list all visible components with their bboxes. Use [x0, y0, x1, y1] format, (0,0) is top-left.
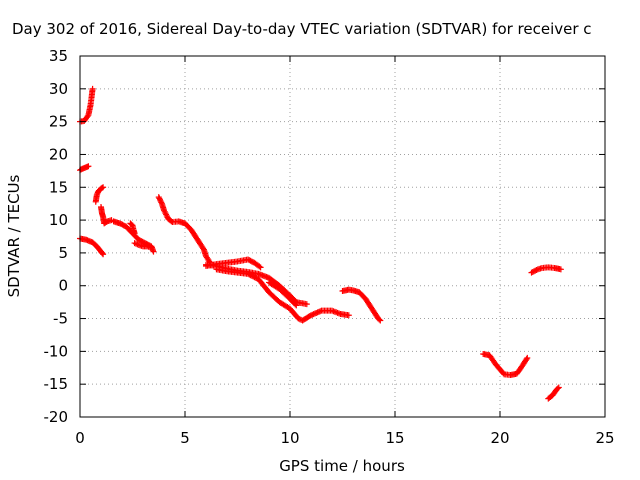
- data-point: [257, 264, 264, 271]
- data-point: [157, 198, 164, 205]
- data-point: [256, 263, 263, 270]
- data-point: [99, 250, 106, 257]
- data-point: [156, 195, 163, 202]
- y-tick-label: -15: [44, 375, 69, 393]
- data-point: [247, 272, 254, 279]
- data-point: [555, 384, 562, 391]
- y-tick-label: 10: [49, 211, 68, 229]
- data-point: [345, 312, 352, 319]
- data-point: [251, 274, 258, 281]
- data-point: [99, 184, 106, 191]
- data-point: [246, 271, 253, 278]
- x-tick-label: 0: [75, 429, 85, 447]
- data-point: [523, 356, 530, 363]
- data-point: [303, 301, 310, 308]
- y-axis-label: SDTVAR / TECUs: [5, 174, 23, 297]
- data-point: [376, 316, 383, 323]
- plot-frame: [79, 55, 606, 418]
- y-tick-label: -20: [44, 408, 69, 426]
- data-point: [150, 248, 157, 255]
- y-tick-label: 30: [49, 80, 68, 98]
- data-point: [85, 163, 92, 170]
- data-point: [100, 184, 107, 191]
- y-tick-label: 35: [49, 47, 68, 65]
- y-tick-label: -5: [53, 310, 68, 328]
- grid-lines: [80, 56, 605, 417]
- data-point: [245, 270, 251, 277]
- x-tick-label: 15: [385, 429, 404, 447]
- data-point: [252, 274, 259, 281]
- data-point: [292, 301, 299, 308]
- x-tick-label: 25: [595, 429, 614, 447]
- chart-title: Day 302 of 2016, Sidereal Day-to-day VTE…: [12, 20, 592, 38]
- data-point: [377, 317, 384, 324]
- data-point: [89, 85, 96, 92]
- data-point: [155, 194, 162, 201]
- data-point: [557, 266, 564, 273]
- data-point: [148, 244, 155, 251]
- data-point: [158, 199, 165, 206]
- x-tick-label: 20: [490, 429, 509, 447]
- axis-ticks: [79, 55, 606, 418]
- y-tick-label: 0: [58, 277, 68, 295]
- data-points: [77, 85, 564, 402]
- data-point: [248, 272, 255, 279]
- data-point: [100, 251, 107, 258]
- x-tick-label: 10: [280, 429, 299, 447]
- y-tick-label: 25: [49, 113, 68, 131]
- data-point: [524, 354, 531, 361]
- data-point: [250, 273, 257, 280]
- x-tick-label: 5: [180, 429, 190, 447]
- y-tick-label: 20: [49, 145, 68, 163]
- tick-labels: 0 5 10 15 20 25 -20 -15 -10 -5 0 5 10 15 20 25 30 35: [44, 47, 615, 447]
- data-point: [554, 385, 561, 392]
- y-tick-label: -10: [44, 342, 69, 360]
- data-point: [533, 266, 540, 273]
- y-tick-label: 15: [49, 178, 68, 196]
- data-point: [131, 230, 138, 237]
- data-point: [157, 196, 164, 203]
- y-tick-label: 5: [58, 244, 68, 262]
- data-point: [293, 302, 300, 309]
- x-axis-label: GPS time / hours: [279, 457, 405, 475]
